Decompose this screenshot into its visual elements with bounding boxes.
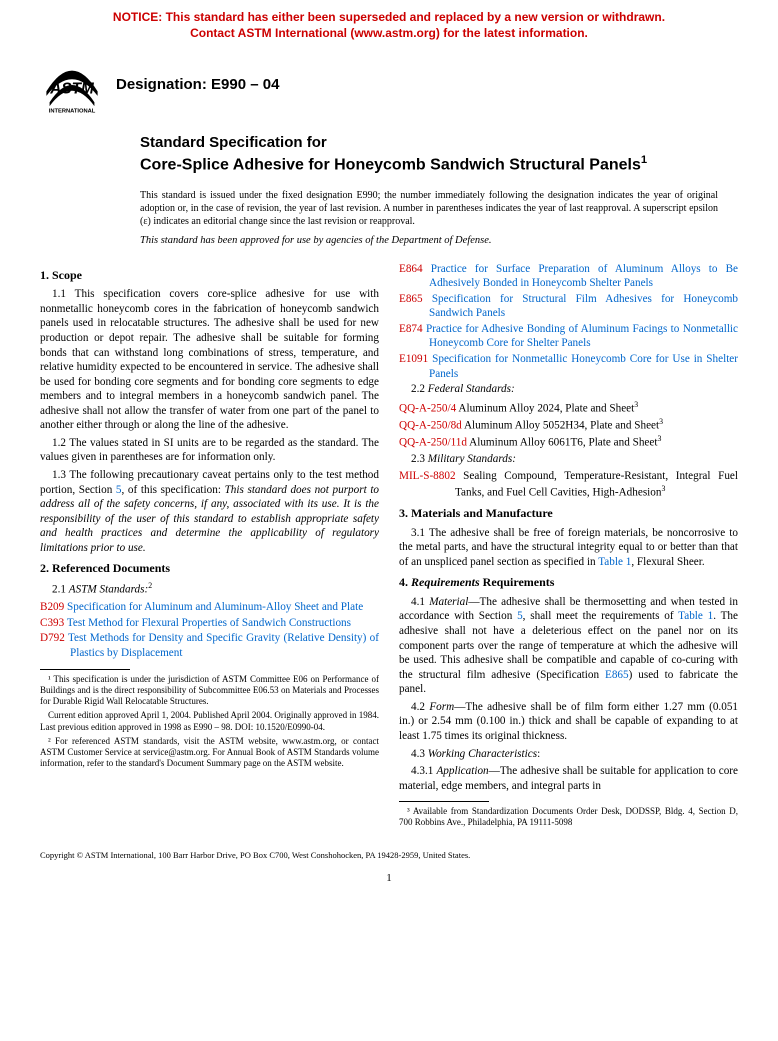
- table-1-ref[interactable]: Table 1: [598, 556, 631, 568]
- e865-ref[interactable]: E865: [605, 669, 629, 681]
- requirements-4.2: 4.2 Form—The adhesive shall be of film f…: [399, 700, 738, 744]
- copyright-line: Copyright © ASTM International, 100 Barr…: [0, 842, 778, 865]
- astm-logo-icon: ASTM INTERNATIONAL: [40, 55, 104, 115]
- designation: Designation: E990 – 04: [116, 75, 279, 95]
- scope-heading: 1. Scope: [40, 268, 379, 284]
- ref-item: QQ-A-250/11d Aluminum Alloy 6061T6, Plat…: [399, 434, 738, 450]
- designation-prefix: Designation:: [116, 76, 211, 93]
- footnote-1: ¹ This specification is under the jurisd…: [40, 674, 379, 708]
- scope-1.3: 1.3 The following precautionary caveat p…: [40, 468, 379, 555]
- ref-item: D792 Test Methods for Density and Specif…: [40, 631, 379, 660]
- footnote-rule: [40, 669, 130, 670]
- ref-title[interactable]: Test Method for Flexural Properties of S…: [67, 617, 351, 629]
- ref-item: QQ-A-250/8d Aluminum Alloy 5052H34, Plat…: [399, 417, 738, 433]
- title-kicker: Standard Specification for: [140, 133, 718, 153]
- dod-approval-note: This standard has been approved for use …: [0, 230, 778, 262]
- ref-title: Aluminum Alloy 6061T6, Plate and Sheet: [469, 437, 657, 449]
- right-column: E864 Practice for Surface Preparation of…: [399, 262, 738, 832]
- ref-code[interactable]: E874: [399, 323, 423, 335]
- ref-item: E1091 Specification for Nonmetallic Hone…: [399, 352, 738, 381]
- astm-standards-list-cont: E864 Practice for Surface Preparation of…: [399, 262, 738, 382]
- requirements-4.1: 4.1 Material—The adhesive shall be therm…: [399, 595, 738, 697]
- ref-item: MIL-S-8802 Sealing Compound, Temperature…: [399, 469, 738, 500]
- ref-item: E864 Practice for Surface Preparation of…: [399, 262, 738, 291]
- ref-item: E865 Specification for Structural Film A…: [399, 292, 738, 321]
- title-main: Core-Splice Adhesive for Honeycomb Sandw…: [140, 153, 718, 175]
- materials-heading: 3. Materials and Manufacture: [399, 506, 738, 522]
- table-1-ref[interactable]: Table 1: [678, 610, 713, 622]
- requirements-4.3: 4.3 Working Characteristics:: [399, 747, 738, 762]
- header: ASTM INTERNATIONAL Designation: E990 – 0…: [0, 45, 778, 115]
- requirements-heading: 4. Requirements Requirements: [399, 575, 738, 591]
- footnotes-right: ³ Available from Standardization Documen…: [399, 806, 738, 829]
- ref-item: E874 Practice for Adhesive Bonding of Al…: [399, 322, 738, 351]
- ref-code[interactable]: QQ-A-250/8d: [399, 420, 462, 432]
- footnote-2: ² For referenced ASTM standards, visit t…: [40, 736, 379, 770]
- federal-standards-list: QQ-A-250/4 Aluminum Alloy 2024, Plate an…: [399, 400, 738, 451]
- ref-title: Aluminum Alloy 2024, Plate and Sheet: [458, 402, 634, 414]
- ref-code[interactable]: D792: [40, 632, 65, 644]
- ref-title[interactable]: Practice for Surface Preparation of Alum…: [429, 263, 738, 290]
- ref-code[interactable]: C393: [40, 617, 64, 629]
- ref-item: C393 Test Method for Flexural Properties…: [40, 616, 379, 631]
- left-column: 1. Scope 1.1 This specification covers c…: [40, 262, 379, 832]
- ref-code[interactable]: QQ-A-250/11d: [399, 437, 467, 449]
- svg-text:ASTM: ASTM: [49, 81, 95, 98]
- ref-title[interactable]: Test Methods for Density and Specific Gr…: [68, 632, 379, 659]
- ref-title[interactable]: Specification for Aluminum and Aluminum-…: [67, 601, 363, 613]
- ref-code[interactable]: E1091: [399, 353, 428, 365]
- ref-item: QQ-A-250/4 Aluminum Alloy 2024, Plate an…: [399, 400, 738, 416]
- ref-title[interactable]: Practice for Adhesive Bonding of Aluminu…: [426, 323, 738, 350]
- ref-title: Sealing Compound, Temperature-Resistant,…: [455, 470, 738, 498]
- body-columns: 1. Scope 1.1 This specification covers c…: [0, 262, 778, 842]
- footnote-rule: [399, 801, 489, 802]
- notice-line2: Contact ASTM International (www.astm.org…: [40, 26, 738, 42]
- footnote-3: ³ Available from Standardization Documen…: [399, 806, 738, 829]
- supersession-notice: NOTICE: This standard has either been su…: [0, 0, 778, 45]
- svg-text:INTERNATIONAL: INTERNATIONAL: [49, 109, 96, 115]
- designation-code: E990 – 04: [211, 76, 279, 93]
- notice-line1: NOTICE: This standard has either been su…: [40, 10, 738, 26]
- military-standards-list: MIL-S-8802 Sealing Compound, Temperature…: [399, 469, 738, 500]
- requirements-4.3.1: 4.3.1 Application—The adhesive shall be …: [399, 764, 738, 793]
- ref-title[interactable]: Specification for Structural Film Adhesi…: [429, 293, 738, 320]
- ref-item: B209 Specification for Aluminum and Alum…: [40, 600, 379, 615]
- scope-1.1: 1.1 This specification covers core-splic…: [40, 287, 379, 433]
- refdocs-2.1: 2.1 ASTM Standards:2: [40, 581, 379, 597]
- ref-code[interactable]: QQ-A-250/4: [399, 402, 456, 414]
- page-number: 1: [0, 865, 778, 901]
- refdocs-heading: 2. Referenced Documents: [40, 561, 379, 577]
- footnote-1b: Current edition approved April 1, 2004. …: [40, 710, 379, 733]
- title-footnote-ref: 1: [641, 154, 647, 166]
- materials-3.1: 3.1 The adhesive shall be free of foreig…: [399, 526, 738, 570]
- ref-title: Aluminum Alloy 5052H34, Plate and Sheet: [464, 420, 659, 432]
- ref-code[interactable]: B209: [40, 601, 64, 613]
- refdocs-2.3: 2.3 Military Standards:: [399, 452, 738, 467]
- ref-title[interactable]: Specification for Nonmetallic Honeycomb …: [429, 353, 738, 380]
- title-block: Standard Specification for Core-Splice A…: [0, 115, 778, 181]
- ref-code[interactable]: MIL-S-8802: [399, 470, 456, 482]
- astm-standards-list: B209 Specification for Aluminum and Alum…: [40, 600, 379, 660]
- issuance-note: This standard is issued under the fixed …: [0, 181, 778, 230]
- ref-code[interactable]: E864: [399, 263, 423, 275]
- refdocs-2.2: 2.2 Federal Standards:: [399, 382, 738, 397]
- scope-1.2: 1.2 The values stated in SI units are to…: [40, 436, 379, 465]
- ref-code[interactable]: E865: [399, 293, 423, 305]
- astm-logo: ASTM INTERNATIONAL: [40, 55, 104, 115]
- footnotes-left: ¹ This specification is under the jurisd…: [40, 674, 379, 770]
